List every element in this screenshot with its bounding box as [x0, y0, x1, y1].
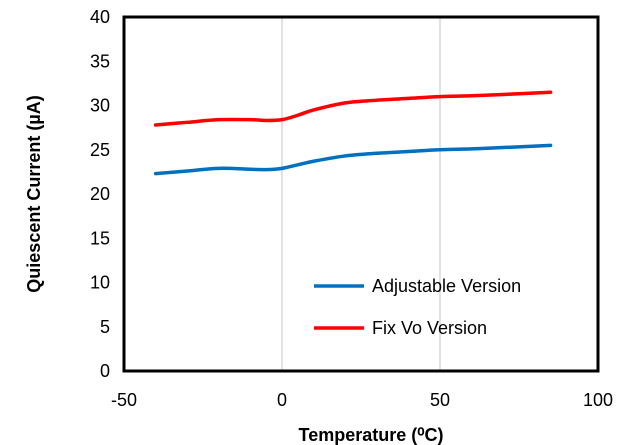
- y-tick-label: 5: [100, 317, 110, 337]
- series-line-adjustable-version: [153, 143, 553, 176]
- plot-area-frame: [122, 15, 600, 373]
- legend-label: Fix Vo Version: [372, 318, 487, 338]
- x-axis-tick-labels: -50 0 50 100: [111, 390, 613, 410]
- y-tick-label: 10: [90, 273, 110, 293]
- legend-label: Adjustable Version: [372, 276, 521, 296]
- x-tick-label: 0: [277, 390, 287, 410]
- y-tick-label: 15: [90, 228, 110, 248]
- legend-entry: Adjustable Version: [314, 276, 521, 296]
- series-line-fix-vo-version: [153, 90, 553, 127]
- legend-entry: Fix Vo Version: [314, 318, 487, 338]
- y-tick-label: 0: [100, 361, 110, 381]
- x-tick-label: 50: [430, 390, 450, 410]
- y-tick-label: 35: [90, 51, 110, 71]
- gridlines: [281, 17, 441, 371]
- legend: Adjustable Version Fix Vo Version: [314, 276, 521, 338]
- y-tick-label: 40: [90, 7, 110, 27]
- x-axis-title: Temperature (⁰C): [299, 425, 444, 445]
- y-axis-tick-labels: 0 5 10 15 20 25 30 35 40: [90, 7, 110, 381]
- y-tick-label: 20: [90, 184, 110, 204]
- x-tick-label: 100: [583, 390, 613, 410]
- y-tick-label: 30: [90, 96, 110, 116]
- x-tick-label: -50: [111, 390, 137, 410]
- y-tick-label: 25: [90, 140, 110, 160]
- series-lines: [153, 90, 553, 176]
- y-axis-title: Quiescent Current (µA): [24, 95, 44, 292]
